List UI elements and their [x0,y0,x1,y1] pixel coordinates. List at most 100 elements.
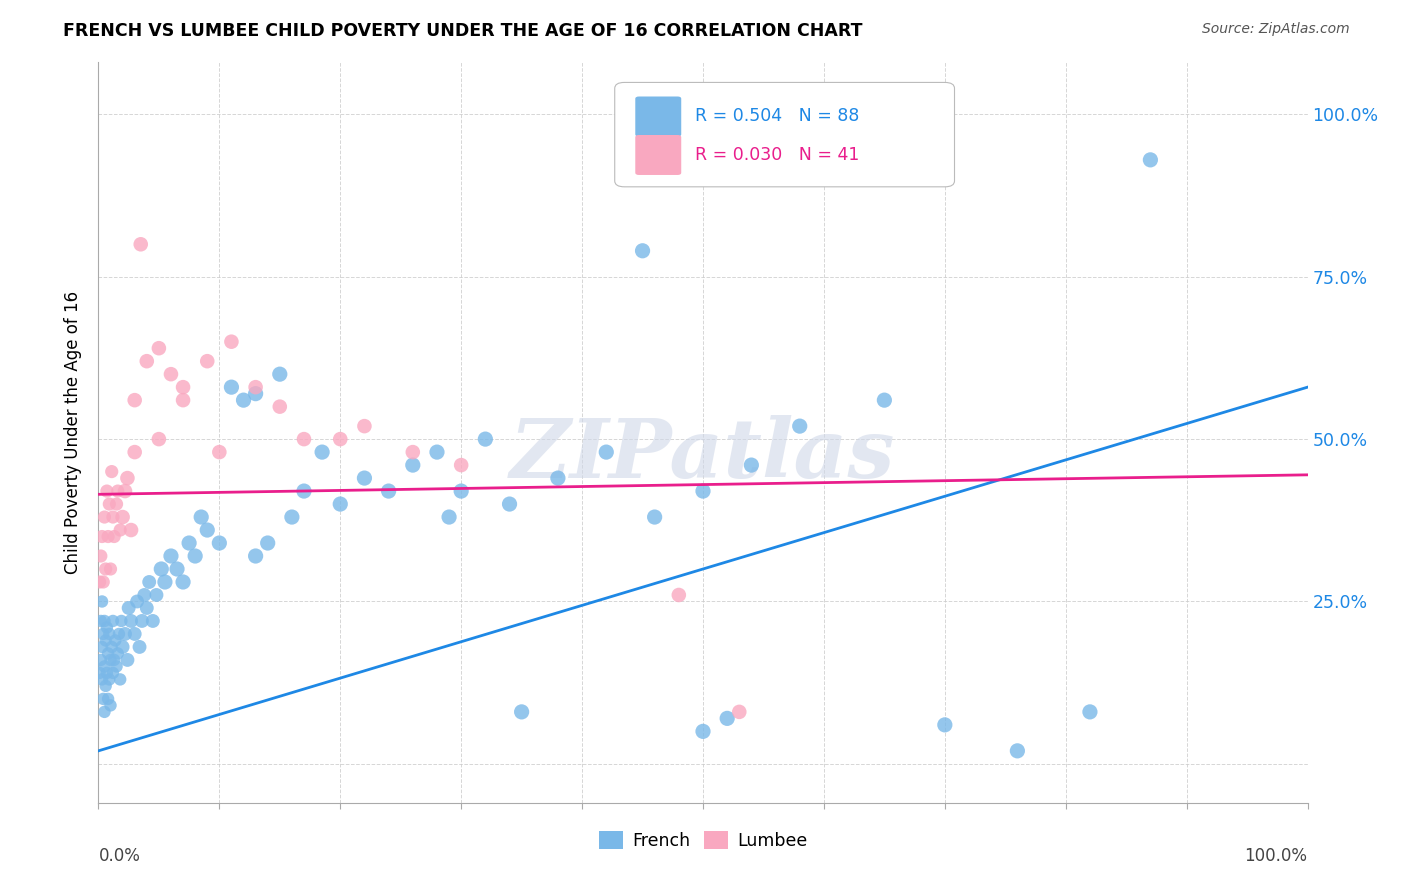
Point [134,588,156,602]
Point [668,588,690,602]
Point [127,594,149,608]
Point [692,724,714,739]
Point [184,549,207,563]
Point [107,647,129,661]
Point [111,510,134,524]
Point [101,510,124,524]
Point [208,536,231,550]
Point [353,419,375,434]
Point [100,465,122,479]
Point [402,458,425,472]
Point [93,614,115,628]
Point [692,484,714,499]
Point [135,354,157,368]
Point [101,614,124,628]
Text: Source: ZipAtlas.com: Source: ZipAtlas.com [1202,22,1350,37]
Point [172,380,194,394]
Point [100,640,122,654]
FancyBboxPatch shape [614,82,955,186]
Legend: French, Lumbee: French, Lumbee [592,824,814,857]
Point [232,393,254,408]
Point [93,659,115,673]
Point [269,400,291,414]
Point [124,627,146,641]
Point [166,562,188,576]
Point [510,705,533,719]
Point [221,380,243,394]
Point [103,529,125,543]
Point [644,510,666,524]
Point [94,562,117,576]
Point [172,393,194,408]
Text: ZIPatlas: ZIPatlas [510,415,896,495]
Point [98,497,121,511]
Point [94,633,117,648]
Point [190,510,212,524]
Point [474,432,496,446]
Point [111,640,134,654]
Point [90,549,112,563]
Point [98,673,121,687]
Point [105,497,128,511]
Point [96,484,118,499]
Point [873,393,896,408]
Point [934,718,956,732]
Point [100,562,122,576]
Point [108,673,131,687]
Point [105,659,128,673]
Point [138,574,160,589]
Point [728,705,751,719]
Text: FRENCH VS LUMBEE CHILD POVERTY UNDER THE AGE OF 16 CORRELATION CHART: FRENCH VS LUMBEE CHILD POVERTY UNDER THE… [63,22,863,40]
Text: R = 0.030   N = 41: R = 0.030 N = 41 [695,146,859,164]
Point [195,354,218,368]
Point [114,627,136,641]
Point [311,445,333,459]
Point [595,445,617,459]
Point [145,588,167,602]
Point [117,471,139,485]
Point [118,601,141,615]
Point [108,627,131,641]
Point [91,692,114,706]
Point [89,665,111,680]
Point [329,432,352,446]
Point [329,497,352,511]
Point [153,574,176,589]
Point [281,510,304,524]
Point [402,445,425,459]
Point [93,510,115,524]
Point [107,484,129,499]
Point [450,484,472,499]
Text: 0.0%: 0.0% [98,847,141,865]
Text: R = 0.504   N = 88: R = 0.504 N = 88 [695,108,859,126]
Point [91,529,114,543]
Point [90,614,112,628]
Point [129,237,152,252]
Point [179,536,201,550]
Point [94,679,117,693]
Point [135,601,157,615]
Point [631,244,654,258]
Point [269,367,291,381]
Point [128,640,150,654]
Point [437,510,460,524]
Point [91,594,114,608]
Point [89,574,111,589]
Point [91,673,114,687]
Point [97,692,120,706]
Point [740,458,762,472]
Point [131,614,153,628]
Point [160,367,183,381]
Point [100,653,122,667]
Y-axis label: Child Poverty Under the Age of 16: Child Poverty Under the Age of 16 [65,291,83,574]
Point [120,614,142,628]
Point [91,574,114,589]
Point [96,620,118,634]
Point [100,698,122,713]
Point [172,574,194,589]
Point [142,614,165,628]
Point [716,711,738,725]
Point [160,549,183,563]
Point [353,471,375,485]
Point [117,653,139,667]
